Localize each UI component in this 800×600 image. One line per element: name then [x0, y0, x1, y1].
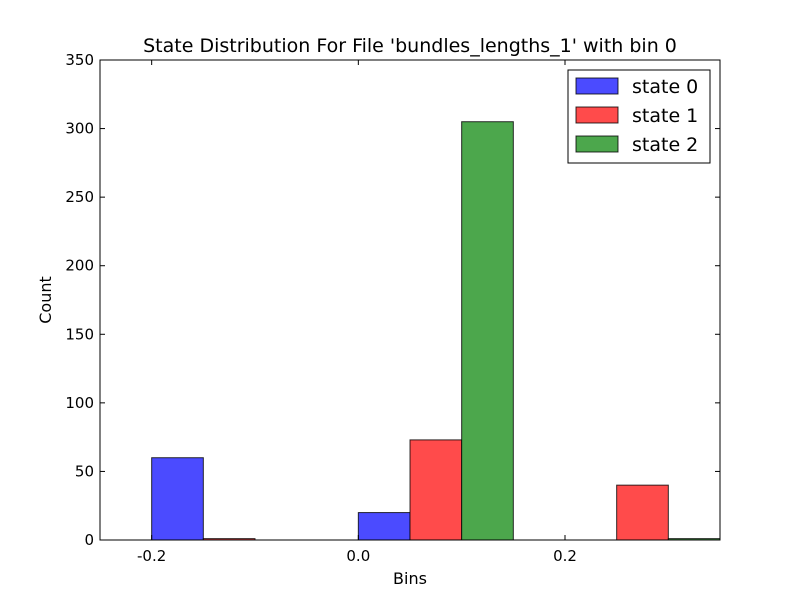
y-tick-label: 50: [75, 462, 94, 480]
bar-series0-1: [357, 512, 411, 541]
y-axis-label: Count: [36, 276, 55, 324]
y-tick-label: 0: [84, 531, 94, 549]
y-tick-label: 300: [65, 120, 94, 138]
legend-label-1: state 1: [632, 105, 698, 127]
y-tick-label: 100: [65, 394, 94, 412]
bar-series1-1: [409, 439, 463, 541]
y-tick-label: 200: [65, 257, 94, 275]
x-tick-label: -0.2: [137, 547, 166, 565]
bars-layer: [151, 121, 721, 541]
bar-series2-1: [461, 121, 514, 541]
y-tick-label: 250: [65, 188, 94, 206]
legend-swatch-0: [575, 77, 619, 95]
legend-swatch-2: [575, 135, 619, 153]
legend-label-2: state 2: [632, 134, 698, 156]
x-tick-label: 0.0: [346, 547, 370, 565]
legend-label-0: state 0: [632, 76, 698, 98]
chart-title: State Distribution For File 'bundles_len…: [143, 35, 677, 57]
y-tick-label: 150: [65, 325, 94, 343]
y-tick-label: 350: [65, 51, 94, 69]
ticks-layer: -0.2 0.0 0.2 0 50 100 150 200 250 300 350: [65, 51, 720, 565]
legend: state 0 state 1 state 2: [567, 69, 711, 164]
x-axis-label: Bins: [393, 569, 427, 588]
plot-frame: [99, 59, 721, 541]
x-tick-label: 0.2: [553, 547, 577, 565]
bar-series1-2: [616, 484, 669, 541]
bar-series0-0: [151, 457, 204, 541]
legend-swatch-1: [575, 106, 619, 124]
